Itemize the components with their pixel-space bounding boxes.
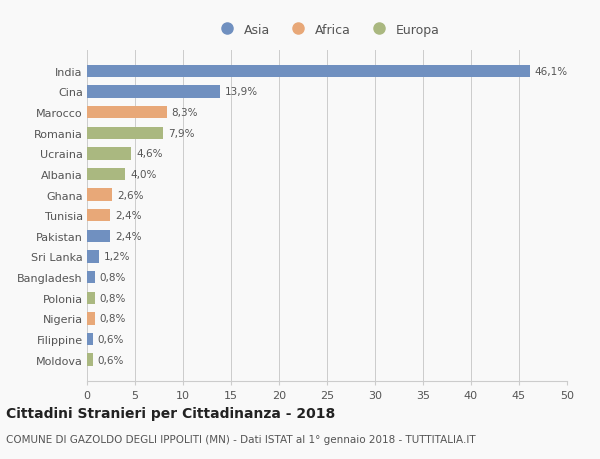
Text: 2,4%: 2,4% xyxy=(115,211,142,221)
Bar xyxy=(87,106,167,119)
Text: Cittadini Stranieri per Cittadinanza - 2018: Cittadini Stranieri per Cittadinanza - 2… xyxy=(6,406,335,420)
Bar xyxy=(87,251,98,263)
Text: 2,6%: 2,6% xyxy=(117,190,143,200)
Bar xyxy=(87,168,125,181)
Bar xyxy=(87,86,220,98)
Text: 7,9%: 7,9% xyxy=(167,129,194,139)
Legend: Asia, Africa, Europa: Asia, Africa, Europa xyxy=(209,19,445,42)
Bar xyxy=(87,210,110,222)
Bar xyxy=(87,292,95,304)
Text: 4,0%: 4,0% xyxy=(130,169,157,179)
Bar xyxy=(87,230,110,242)
Text: 46,1%: 46,1% xyxy=(535,67,568,77)
Bar xyxy=(87,333,93,345)
Text: 13,9%: 13,9% xyxy=(225,87,259,97)
Bar xyxy=(87,148,131,160)
Text: 8,3%: 8,3% xyxy=(172,108,198,118)
Text: 0,8%: 0,8% xyxy=(100,293,126,303)
Bar xyxy=(87,189,112,202)
Text: 0,6%: 0,6% xyxy=(98,334,124,344)
Bar xyxy=(87,313,95,325)
Text: 1,2%: 1,2% xyxy=(103,252,130,262)
Bar xyxy=(87,271,95,284)
Text: COMUNE DI GAZOLDO DEGLI IPPOLITI (MN) - Dati ISTAT al 1° gennaio 2018 - TUTTITAL: COMUNE DI GAZOLDO DEGLI IPPOLITI (MN) - … xyxy=(6,434,476,444)
Bar xyxy=(87,127,163,140)
Bar xyxy=(87,353,93,366)
Bar xyxy=(87,66,530,78)
Text: 4,6%: 4,6% xyxy=(136,149,163,159)
Text: 0,8%: 0,8% xyxy=(100,273,126,282)
Text: 0,8%: 0,8% xyxy=(100,313,126,324)
Text: 0,6%: 0,6% xyxy=(98,355,124,365)
Text: 2,4%: 2,4% xyxy=(115,231,142,241)
